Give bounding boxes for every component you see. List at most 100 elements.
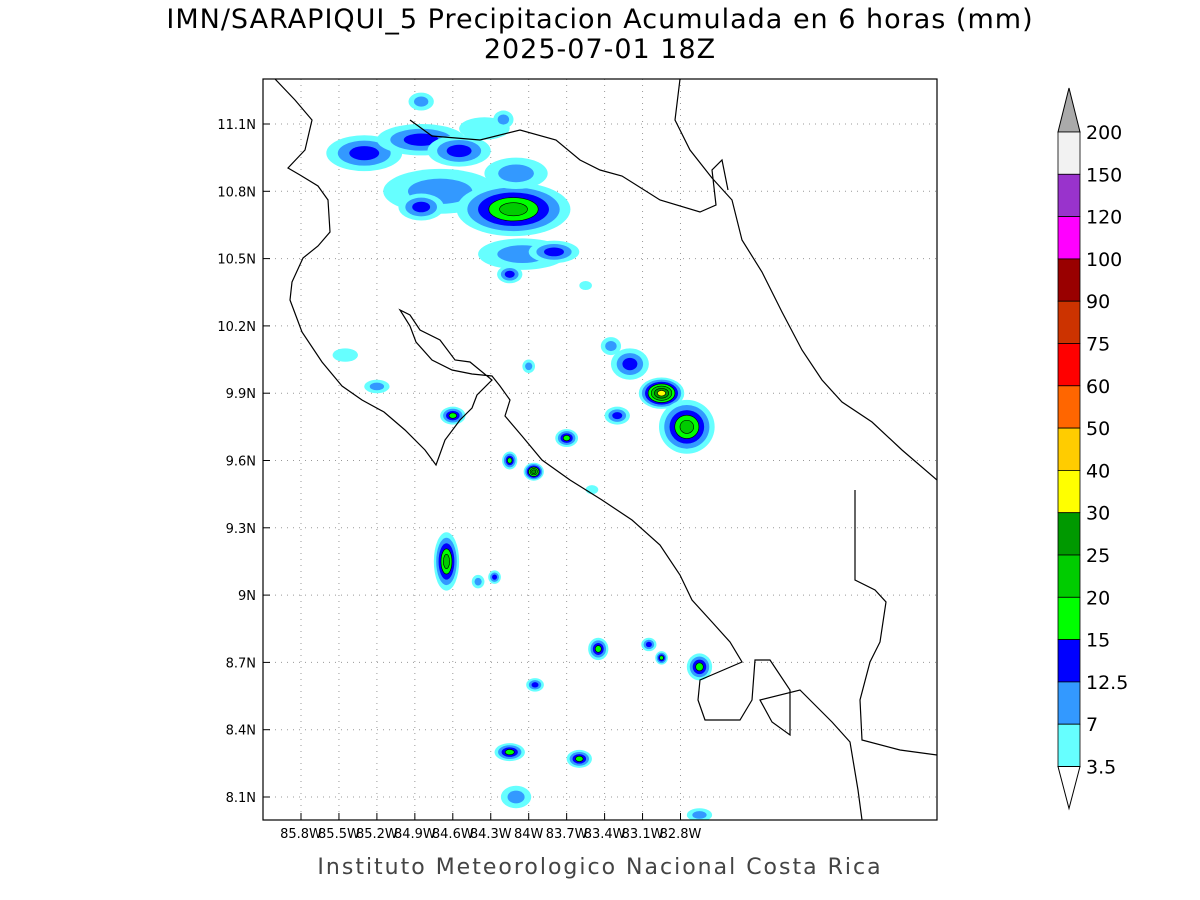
rain-contour <box>585 485 599 495</box>
lon-tick-label: 85.8W <box>280 827 322 842</box>
colorbar-label: 75 <box>1086 334 1110 356</box>
rain-contour <box>659 655 664 661</box>
rain-contour <box>446 144 472 158</box>
rain-contour <box>525 362 533 371</box>
rain-contour <box>679 419 694 434</box>
rain-contour <box>504 749 515 756</box>
lon-tick-label: 84W <box>514 827 544 842</box>
rain-contour <box>575 755 584 762</box>
colorbar-label: 15 <box>1086 630 1110 652</box>
lat-tick-label: 9N <box>238 589 256 604</box>
lat-tick-label: 8.7N <box>226 656 256 671</box>
rain-contour <box>412 201 431 213</box>
colorbar-label: 50 <box>1086 418 1110 440</box>
panama-border <box>854 490 937 756</box>
colorbar-swatch <box>1057 596 1081 640</box>
rain-contour <box>504 270 515 278</box>
rain-contour <box>369 382 385 391</box>
colorbar-swatch <box>1057 343 1081 387</box>
gridlines <box>263 79 937 820</box>
rain-contour <box>443 553 450 569</box>
coastlines <box>274 79 937 820</box>
colorbar-label: 20 <box>1086 587 1110 609</box>
lon-tick-label: 84.9W <box>394 827 436 842</box>
rain-contour <box>531 469 537 474</box>
lat-tick-label: 9.6N <box>226 455 256 470</box>
rain-contour <box>414 96 429 107</box>
rain-contour <box>499 202 528 217</box>
lon-tick-label: 85.5W <box>318 827 360 842</box>
rain-contour <box>349 146 380 161</box>
nicaragua-border <box>409 119 729 213</box>
colorbar-label: 100 <box>1086 249 1122 271</box>
colorbar: 3.5 7 12.5 15 20 25 30 40 50 60 75 90 100 120 150 200 <box>1057 87 1128 811</box>
colorbar-swatch <box>1057 681 1081 725</box>
colorbar-label: 3.5 <box>1086 757 1116 779</box>
colorbar-label: 60 <box>1086 376 1110 398</box>
rain-contour <box>507 457 513 464</box>
rain-contour <box>562 435 571 442</box>
rain-contour <box>474 577 482 586</box>
colorbar-label: 90 <box>1086 291 1110 313</box>
rain-contour <box>492 574 498 580</box>
rain-contour <box>612 412 623 420</box>
rain-contour <box>579 281 592 291</box>
colorbar-label: 40 <box>1086 460 1110 482</box>
footer-credit: Instituto Meteorologico Nacional Costa R… <box>317 855 883 880</box>
colorbar-label: 150 <box>1086 164 1122 186</box>
lat-tick-label: 11.1N <box>217 118 256 133</box>
rain-contour <box>605 341 617 352</box>
lat-tick-label: 10.5N <box>217 253 256 268</box>
rain-contour <box>622 357 638 371</box>
lat-tick-label: 8.1N <box>226 791 256 806</box>
rain-contour <box>531 682 539 688</box>
colorbar-label: 200 <box>1086 122 1122 144</box>
lon-tick-label: 84.6W <box>432 827 474 842</box>
colorbar-above-triangle <box>1057 87 1081 133</box>
lat-tick-label: 9.9N <box>226 387 256 402</box>
rain-contour <box>497 114 510 125</box>
colorbar-swatch <box>1057 639 1081 683</box>
colorbar-swatch <box>1057 723 1081 767</box>
colorbar-swatch <box>1057 216 1081 260</box>
chart-subtitle: 2025-07-01 18Z <box>483 34 717 65</box>
lon-tick-label: 83.7W <box>546 827 588 842</box>
rain-contour <box>645 641 652 648</box>
lat-tick-label: 9.3N <box>226 522 256 537</box>
caribbean-coastline <box>674 79 937 481</box>
colorbar-below-triangle <box>1057 766 1081 811</box>
rain-contour <box>695 662 704 672</box>
colorbar-label: 12.5 <box>1086 672 1128 694</box>
rain-contour <box>544 247 564 257</box>
lon-tick-label: 83.1W <box>622 827 664 842</box>
lat-tick-label: 8.4N <box>226 724 256 739</box>
colorbar-swatch <box>1057 427 1081 471</box>
colorbar-swatch <box>1057 131 1081 175</box>
rain-contour <box>507 790 525 804</box>
rain-contour <box>657 390 666 397</box>
map-frame <box>262 78 938 821</box>
colorbar-swatch <box>1057 173 1081 218</box>
rain-contour <box>498 164 534 183</box>
lat-tick-label: 10.2N <box>217 320 256 335</box>
colorbar-label: 25 <box>1086 545 1110 567</box>
rain-contour <box>448 412 457 419</box>
colorbar-swatch <box>1057 512 1081 556</box>
rain-contour <box>332 348 358 362</box>
lat-tick-label: 10.8N <box>217 185 256 200</box>
lon-tick-label: 83.4W <box>584 827 626 842</box>
colorbar-swatch <box>1057 469 1081 514</box>
colorbar-swatch <box>1057 300 1081 344</box>
rain-contour <box>403 133 439 146</box>
colorbar-swatch <box>1057 258 1081 302</box>
lon-tick-label: 82.8W <box>660 827 702 842</box>
colorbar-swatch <box>1057 554 1081 598</box>
rain-contour <box>692 811 707 819</box>
colorbar-label: 120 <box>1086 207 1122 229</box>
rain-contour <box>594 645 602 653</box>
colorbar-label: 7 <box>1086 714 1098 736</box>
pacific-coastline <box>274 79 863 820</box>
rain-cells <box>326 92 715 820</box>
